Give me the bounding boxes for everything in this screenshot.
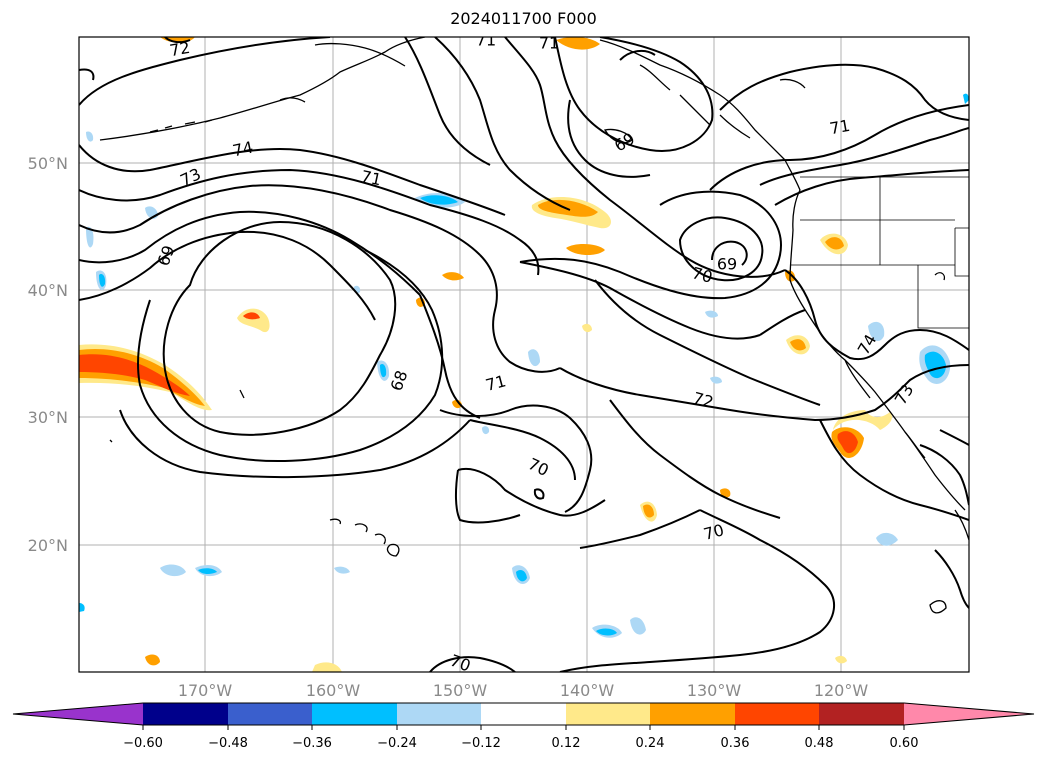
colorbar-segment	[228, 703, 312, 725]
lat-label: 40°N	[28, 281, 68, 300]
colorbar-segment	[481, 703, 566, 725]
lat-label: 20°N	[28, 536, 68, 555]
colorbar-extend-low	[13, 703, 143, 725]
lon-label: 140°W	[560, 681, 615, 700]
contour-label: 71	[483, 371, 508, 395]
lon-label: 130°W	[687, 681, 742, 700]
contour-labels: 72 71 71 74 73 71 69 69 69 70 71 68 71 7…	[154, 31, 918, 676]
contour-label: 71	[476, 31, 496, 50]
colorbar-tick-label: −0.12	[461, 736, 501, 751]
contour-label: 71	[828, 116, 851, 138]
lon-label: 150°W	[433, 681, 488, 700]
colorbar-segment	[650, 703, 735, 725]
lon-label: 170°W	[178, 681, 233, 700]
map-title: 2024011700 F000	[450, 9, 597, 28]
contour-label: 74	[231, 138, 255, 161]
contour-lines	[79, 37, 969, 672]
colorbar-tick-label: 0.24	[636, 736, 665, 751]
colorbar-segment	[143, 703, 228, 725]
contour-label: 72	[691, 388, 716, 412]
colorbar-segment	[735, 703, 819, 725]
coastlines	[99, 37, 969, 614]
colorbar-extend-high	[904, 703, 1034, 725]
colorbar-segment	[819, 703, 904, 725]
colorbar-tick-label: 0.12	[552, 736, 581, 751]
colorbar-tick-label: −0.24	[377, 736, 417, 751]
lat-label: 30°N	[28, 408, 68, 427]
colorbar-segment	[397, 703, 481, 725]
shaded-areas	[79, 37, 969, 672]
colorbar-tick-label: −0.48	[208, 736, 248, 751]
contour-label: 70	[448, 651, 474, 676]
colorbar-tick-label: 0.36	[721, 736, 750, 751]
map-area: 72 71 71 74 73 71 69 69 69 70 71 68 71 7…	[79, 31, 969, 676]
contour-label: 70	[701, 520, 726, 544]
colorbar-tick-label: 0.48	[805, 736, 834, 751]
contour-label: 70	[690, 263, 715, 287]
contour-label: 69	[717, 255, 737, 274]
contour-label: 71	[539, 34, 559, 53]
contour-label: 71	[359, 167, 383, 190]
lon-label: 160°W	[306, 681, 361, 700]
colorbar-tick-label: −0.60	[123, 736, 163, 751]
colorbar-tick-label: 0.60	[890, 736, 919, 751]
lon-label: 120°W	[814, 681, 869, 700]
colorbar-segment	[566, 703, 650, 725]
longitude-labels: 170°W 160°W 150°W 140°W 130°W 120°W	[178, 681, 869, 700]
lat-label: 50°N	[28, 154, 68, 173]
latitude-labels: 50°N 40°N 30°N 20°N	[28, 154, 68, 555]
colorbar-segment	[312, 703, 397, 725]
contour-label: 72	[168, 38, 191, 60]
colorbar-tick-label: −0.36	[292, 736, 332, 751]
map-frame	[78, 36, 970, 673]
colorbar: −0.60 −0.48 −0.36 −0.24 −0.12 0.12 0.24 …	[12, 702, 1035, 751]
